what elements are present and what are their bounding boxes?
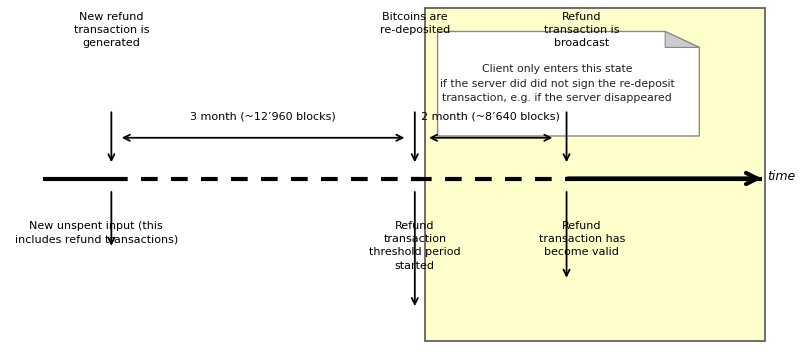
Text: Refund
transaction
threshold period
started: Refund transaction threshold period star…	[369, 221, 461, 271]
Text: 3 month (~12’960 blocks): 3 month (~12’960 blocks)	[190, 112, 336, 122]
Text: 2 month (~8’640 blocks): 2 month (~8’640 blocks)	[422, 112, 560, 122]
FancyBboxPatch shape	[425, 9, 765, 341]
Text: New refund
transaction is
generated: New refund transaction is generated	[74, 12, 149, 49]
Text: Refund
transaction has
become valid: Refund transaction has become valid	[538, 221, 625, 257]
Text: Refund
transaction is
broadcast: Refund transaction is broadcast	[544, 12, 619, 49]
Text: Client only enters this state
if the server did did not sign the re-deposit
tran: Client only enters this state if the ser…	[440, 64, 674, 103]
Text: Bitcoins are
re-deposited: Bitcoins are re-deposited	[380, 12, 450, 35]
Text: time: time	[767, 170, 796, 183]
Text: New unspent input (this
includes refund transactions): New unspent input (this includes refund …	[14, 221, 178, 244]
Polygon shape	[665, 31, 699, 47]
Polygon shape	[438, 31, 699, 136]
